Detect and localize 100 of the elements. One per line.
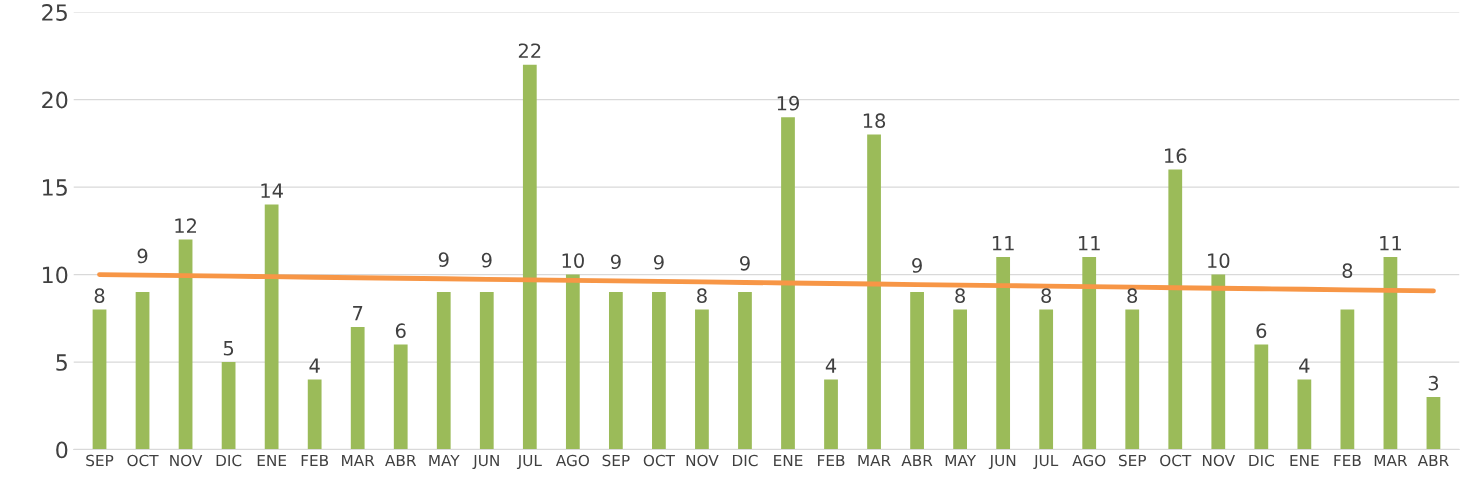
bar xyxy=(781,117,795,450)
bar xyxy=(1383,257,1398,450)
x-tick-label: DIC xyxy=(1249,454,1274,467)
bar xyxy=(350,327,365,450)
bar xyxy=(221,362,236,450)
data-label: 16 xyxy=(1165,148,1187,164)
x-tick-label: JUL xyxy=(516,454,542,470)
x-tick-label: MAY xyxy=(429,454,460,467)
x-tick-label: JUL xyxy=(1033,454,1059,470)
bar xyxy=(135,292,150,450)
bar xyxy=(178,239,193,450)
x-tick-label: MAR xyxy=(858,454,891,467)
data-label: 11 xyxy=(1078,236,1100,251)
data-label: 5 xyxy=(223,341,234,356)
x-tick-label: ENE xyxy=(774,454,803,467)
bar xyxy=(824,379,838,450)
data-label: 8 xyxy=(94,288,105,304)
x-tick-label: ABR xyxy=(901,454,933,467)
bar xyxy=(953,309,967,450)
x-tick-label: FEB xyxy=(1334,454,1361,467)
data-label: 9 xyxy=(653,254,664,270)
bar xyxy=(652,292,666,450)
bar xyxy=(436,292,451,450)
bar xyxy=(1340,309,1355,450)
bar xyxy=(1082,257,1097,450)
x-tick-label: OCT xyxy=(127,454,159,467)
x-tick-label: NOV xyxy=(170,454,203,467)
data-label: 9 xyxy=(740,255,750,271)
data-label: 14 xyxy=(261,183,283,198)
x-tick-label: AGO xyxy=(555,454,590,467)
data-label: 6 xyxy=(395,323,406,339)
x-tick-label: SEP xyxy=(1118,454,1146,467)
data-label: 9 xyxy=(438,252,449,267)
data-label: 11 xyxy=(1380,236,1401,251)
x-tick-label: OCT xyxy=(1160,454,1192,467)
bar xyxy=(695,309,709,450)
x-tick-label: MAY xyxy=(945,454,977,467)
data-label: 8 xyxy=(1041,288,1052,304)
x-tick-label: SEP xyxy=(602,454,630,467)
x-tick-label: JUN xyxy=(472,454,499,470)
y-tick-label: 20 xyxy=(42,91,68,109)
data-label: 18 xyxy=(863,113,886,129)
data-label: 19 xyxy=(777,95,799,111)
bar xyxy=(393,344,408,450)
x-tick-label: MAR xyxy=(1374,454,1408,467)
x-tick-label: JUN xyxy=(988,454,1016,470)
data-label: 22 xyxy=(518,43,541,58)
data-label: 8 xyxy=(697,288,707,304)
y-tick-label: 15 xyxy=(43,179,67,196)
x-tick-label: AGO xyxy=(1072,454,1106,467)
y-tick-label: 10 xyxy=(43,266,68,284)
bar xyxy=(1254,344,1269,450)
x-tick-label: ENE xyxy=(257,454,287,467)
x-tick-label: NOV xyxy=(686,454,719,467)
data-label: 9 xyxy=(137,248,148,264)
bar xyxy=(1168,169,1183,450)
data-label: 3 xyxy=(1428,375,1439,391)
x-tick-label: FEB xyxy=(818,454,845,467)
data-label: 10 xyxy=(1208,253,1230,269)
data-label: 8 xyxy=(955,288,965,304)
x-tick-label: DIC xyxy=(216,454,242,467)
data-label: 4 xyxy=(1299,358,1310,373)
y-tick-label: 5 xyxy=(56,354,67,371)
data-label: 6 xyxy=(1256,323,1267,339)
bar xyxy=(1039,309,1054,450)
bar xyxy=(996,257,1011,450)
bar xyxy=(479,292,494,450)
bar xyxy=(1125,309,1140,450)
x-tick-label: SEP xyxy=(86,454,114,467)
x-tick-label: ABR xyxy=(1417,454,1449,467)
bar xyxy=(1297,379,1312,450)
bar xyxy=(264,204,279,450)
x-tick-label: ENE xyxy=(1290,454,1319,467)
x-tick-label: OCT xyxy=(643,454,675,467)
bar xyxy=(565,274,580,450)
data-label: 10 xyxy=(562,253,584,269)
bar xyxy=(1211,274,1226,450)
x-tick-label: FEB xyxy=(301,454,329,467)
bar xyxy=(1426,397,1441,450)
data-label: 9 xyxy=(610,254,621,270)
bar xyxy=(92,309,107,450)
data-label: 12 xyxy=(175,218,196,233)
bar xyxy=(522,64,537,450)
x-tick-label: MAR xyxy=(342,454,375,467)
x-tick-label: DIC xyxy=(732,454,758,467)
bar xyxy=(910,292,924,450)
data-label: 7 xyxy=(353,306,363,321)
data-label: 8 xyxy=(1127,288,1138,304)
data-label: 4 xyxy=(825,358,837,373)
bar xyxy=(867,134,881,450)
data-label: 11 xyxy=(992,236,1014,251)
data-label: 4 xyxy=(309,358,320,373)
bar xyxy=(608,292,623,450)
data-label: 9 xyxy=(481,252,492,268)
bar xyxy=(307,379,322,450)
y-tick-label: 25 xyxy=(42,4,67,21)
x-tick-label: ABR xyxy=(385,454,417,467)
data-label: 8 xyxy=(1342,263,1353,279)
data-label: 9 xyxy=(912,258,922,273)
y-tick-label: 0 xyxy=(56,441,68,459)
